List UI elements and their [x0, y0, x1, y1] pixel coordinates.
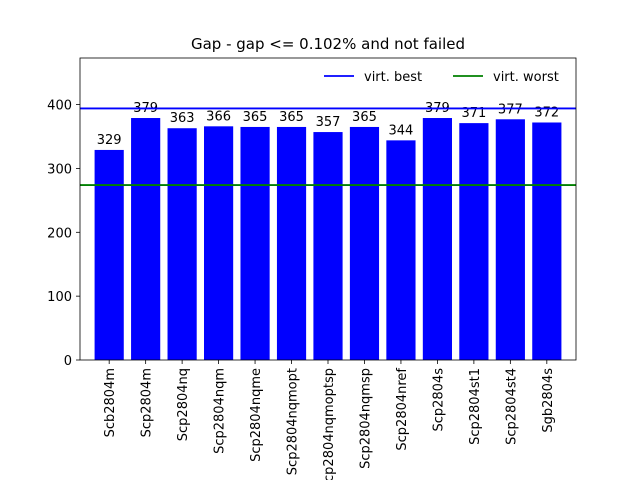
- y-tick-label: 200: [47, 226, 72, 241]
- chart-title: Gap - gap <= 0.102% and not failed: [191, 35, 465, 53]
- x-tick-label: Scb2804m: [103, 368, 118, 437]
- x-tick-label: Scp2804nqme: [249, 368, 264, 462]
- x-tick-label: Scp2804nref: [395, 368, 410, 451]
- x-tick-label: Scp2804nqmopt: [286, 368, 301, 475]
- bar-Scp2804nref: [386, 140, 416, 360]
- bar-Scp2804s: [422, 118, 452, 361]
- x-tick-label: Scp2804st1: [468, 368, 483, 445]
- plot-area: 329Scb2804m379Scp2804m363Scp2804nq366Scp…: [47, 57, 577, 480]
- x-tick-label: Scp2804nqmoptsp: [322, 368, 337, 480]
- legend: virt. best virt. worst: [324, 70, 559, 85]
- x-tick-label: Scp2804nqm: [213, 368, 228, 454]
- bar-value-label: 357: [316, 115, 341, 130]
- x-tick-label: Scp2804m: [140, 368, 155, 437]
- bar-Scp2804nq: [167, 128, 197, 360]
- y-tick-label: 300: [47, 162, 72, 177]
- legend-label-virt-best: virt. best: [364, 70, 422, 85]
- legend-label-virt-worst: virt. worst: [493, 70, 559, 85]
- y-tick-label: 100: [47, 290, 72, 305]
- x-tick-label: Scp2804nqmsp: [358, 368, 373, 469]
- bar-value-label: 365: [352, 110, 377, 125]
- bar-value-label: 329: [97, 133, 122, 148]
- bar-Scp2804nqmopt: [276, 126, 307, 361]
- bar-Scp2804st1: [459, 123, 489, 361]
- bar-Sgb2804s: [532, 122, 562, 361]
- bar-Scb2804m: [94, 149, 124, 360]
- y-tick-label: 0: [64, 354, 72, 369]
- bar-value-label: 371: [461, 106, 486, 121]
- plot-frame: [79, 57, 577, 361]
- bar-Scp2804nqm: [204, 126, 234, 360]
- bar-value-label: 344: [389, 123, 414, 138]
- bar-value-label: 365: [243, 110, 268, 125]
- x-tick-label: Scp2804st4: [504, 368, 519, 445]
- x-tick-label: Sgb2804s: [541, 368, 556, 433]
- bar-value-label: 377: [498, 102, 523, 117]
- bar-Scp2804nqme: [240, 126, 270, 361]
- bar-value-label: 363: [170, 111, 195, 126]
- bar-Scp2804nqmsp: [349, 126, 380, 361]
- y-tick-label: 400: [47, 99, 72, 114]
- x-tick-label: Scp2804s: [431, 368, 446, 432]
- bar-value-label: 366: [206, 109, 231, 124]
- bar-Scp2804st4: [495, 119, 525, 360]
- bar-value-label: 365: [279, 110, 304, 125]
- bar-Scp2804m: [131, 118, 161, 361]
- bar-Scp2804nqmoptsp: [313, 132, 343, 360]
- x-tick-label: Scp2804nq: [176, 368, 191, 441]
